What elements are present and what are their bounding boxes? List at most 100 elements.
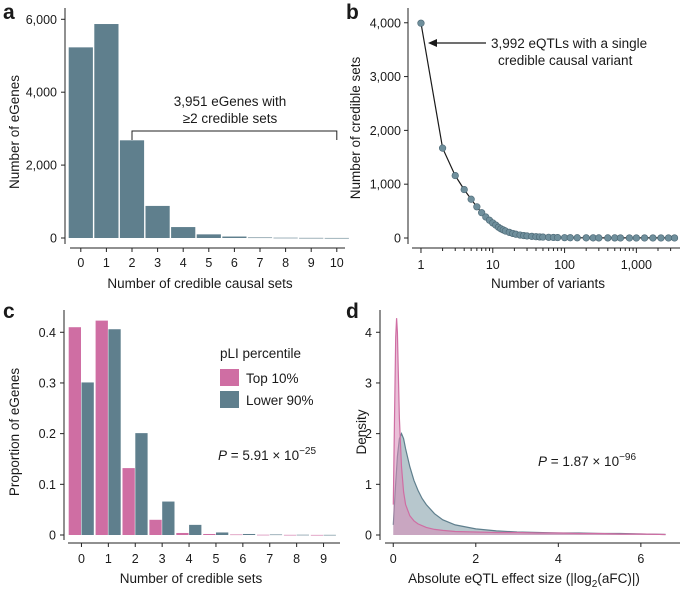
density-line-top10: [392, 318, 666, 536]
bars-a: [68, 24, 349, 239]
point-b-300: [595, 234, 603, 242]
p-value-d-text: = 1.87 × 10: [547, 454, 619, 469]
bar-a-10: [324, 237, 349, 239]
x-tick-label-c-3: 3: [159, 552, 166, 566]
p-value-c: P = 5.91 × 10−25: [218, 446, 316, 463]
y-tick-label-b-3: 3,000: [370, 70, 401, 84]
annotation-b-line2: credible causal variant: [498, 53, 633, 68]
bar-a-6: [222, 236, 247, 238]
point-b-2800: [664, 234, 673, 242]
x-tick-label-c-0: 0: [78, 552, 85, 566]
bar-c-lower90-6: [242, 533, 256, 535]
point-b-600: [616, 234, 625, 242]
panel-a: a Number of eGenes Number of credible ca…: [3, 1, 349, 291]
bar-c-top10-0: [68, 327, 81, 535]
axes-d: 0 1 2 3 4 0 2 4 6: [365, 310, 680, 566]
panel-letter-b: b: [346, 1, 359, 24]
x-tick-label-c-2: 2: [132, 552, 139, 566]
panel-d: d Density Absolute eQTL effect size (|lo…: [346, 300, 680, 590]
bar-a-8: [273, 237, 298, 239]
bar-c-lower90-2: [135, 433, 148, 535]
bar-c-lower90-0: [81, 382, 94, 535]
legend-label-top10: Top 10%: [246, 371, 299, 386]
y-tick-label-d-1: 1: [365, 478, 372, 492]
x-tick-label-a-2: 2: [129, 256, 136, 270]
plot-b: [417, 19, 679, 242]
x-tick-label-a-5: 5: [205, 256, 212, 270]
arrow-icon: [428, 39, 437, 47]
bar-c-top10-2: [122, 468, 135, 535]
x-tick-label-b-3: 1,000: [621, 258, 652, 272]
x-axis-label-d-pre: Absolute eQTL effect size (|log: [408, 571, 592, 586]
x-axis-label-d-sub: 2: [592, 579, 598, 590]
bar-c-top10-8: [283, 534, 297, 536]
x-tick-label-d-3: 6: [637, 552, 644, 566]
annotation-bracket: [131, 130, 338, 140]
density-area-top10: [393, 318, 666, 535]
x-tick-label-d-2: 4: [555, 552, 562, 566]
x-tick-label-c-1: 1: [105, 552, 112, 566]
point-b-400: [604, 234, 612, 242]
x-tick-label-a-10: 10: [330, 256, 344, 270]
y-tick-label-d-0: 0: [365, 529, 372, 543]
x-tick-label-d-1: 2: [472, 552, 479, 566]
y-axis-label-b: Number of credible sets: [348, 56, 363, 199]
panel-letter-c: c: [3, 300, 15, 323]
x-tick-label-a-9: 9: [308, 256, 315, 270]
y-tick-label-d-3: 3: [365, 376, 372, 390]
bar-c-lower90-9: [323, 534, 336, 536]
x-axis-label-a: Number of credible causal sets: [107, 276, 293, 291]
p-value-c-exponent: −25: [299, 446, 316, 457]
x-tick-label-a-7: 7: [257, 256, 264, 270]
bar-c-top10-1: [95, 320, 108, 535]
y-tick-label-a-1: 2,000: [26, 159, 57, 173]
bar-a-5: [196, 234, 221, 238]
x-tick-label-c-7: 7: [266, 552, 273, 566]
annotation-a: 3,951 eGenes with ≥2 credible sets: [131, 94, 338, 140]
y-tick-label-c-1: 0.1: [39, 478, 56, 492]
point-b-120: [566, 234, 574, 242]
p-value-d-prefix: P: [538, 454, 547, 469]
bar-c-lower90-7: [269, 534, 283, 536]
bar-c-top10-9: [310, 534, 324, 536]
y-tick-label-c-3: 0.3: [39, 376, 56, 390]
axes-c: 0 1 2 3 4 5 6 7 8 9 0 0.1 0.2 0.3 0.4: [39, 310, 340, 566]
point-b-1: [417, 19, 425, 27]
bar-a-7: [247, 237, 273, 239]
legend-c: pLI percentile Top 10% Lower 90%: [220, 346, 314, 408]
bar-a-4: [171, 227, 196, 238]
x-axis-label-d: Absolute eQTL effect size (|log2(aFC)|): [408, 571, 640, 590]
bar-c-lower90-5: [216, 532, 229, 535]
y-tick-label-b-1: 1,000: [370, 178, 401, 192]
plot-d: [392, 318, 666, 536]
point-b-4: [460, 185, 468, 194]
legend-title: pLI percentile: [220, 346, 301, 361]
annotation-a-line2: ≥2 credible sets: [183, 111, 278, 126]
bar-a-9: [299, 237, 324, 239]
y-tick-label-b-0: 0: [394, 232, 401, 246]
point-b-2: [438, 144, 447, 152]
p-value-d-exponent: −96: [619, 452, 636, 463]
bar-c-top10-5: [203, 533, 216, 535]
x-tick-label-c-4: 4: [186, 552, 193, 566]
x-tick-label-c-5: 5: [212, 552, 219, 566]
bars-c: [68, 320, 336, 536]
x-tick-label-b-2: 100: [554, 258, 575, 272]
y-tick-label-b-4: 4,000: [370, 16, 401, 30]
p-value-d: P = 1.87 × 10−96: [538, 452, 636, 469]
point-b-3: [451, 171, 459, 180]
legend-swatch-top10: [220, 369, 239, 386]
point-b-2200: [657, 234, 665, 242]
point-b-1300: [640, 234, 649, 242]
bar-c-top10-3: [149, 519, 162, 535]
point-b-1700: [649, 234, 657, 242]
point-b-3400: [670, 234, 679, 242]
bar-c-lower90-1: [108, 329, 121, 535]
y-tick-label-d-2: 2: [365, 427, 372, 441]
density-area-lower90: [393, 433, 666, 535]
x-tick-label-a-1: 1: [103, 256, 110, 270]
x-tick-label-b-0: 1: [417, 258, 424, 272]
x-axis-label-b: Number of variants: [491, 276, 605, 291]
x-tick-label-c-8: 8: [293, 552, 300, 566]
axes-a: 0 1 2 3 4 5 6 7 8 9 10 0 2,000 4,000 6,000: [26, 8, 345, 270]
